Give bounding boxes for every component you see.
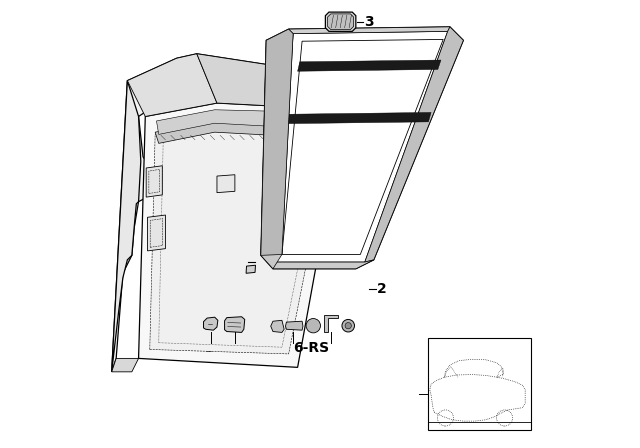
Polygon shape (285, 321, 303, 330)
Polygon shape (225, 317, 244, 332)
Circle shape (345, 323, 351, 329)
Polygon shape (365, 27, 463, 262)
Polygon shape (261, 29, 293, 255)
Polygon shape (273, 260, 374, 269)
Polygon shape (298, 60, 441, 71)
Polygon shape (287, 112, 431, 124)
Circle shape (306, 319, 321, 333)
Polygon shape (148, 215, 165, 251)
Polygon shape (261, 27, 463, 269)
Polygon shape (150, 121, 333, 354)
Polygon shape (197, 54, 347, 110)
Text: 6-RS: 6-RS (293, 340, 329, 355)
Text: 00CC7381: 00CC7381 (454, 418, 505, 428)
Bar (428, 338, 531, 430)
Text: 2: 2 (378, 282, 387, 296)
Polygon shape (204, 317, 218, 330)
Polygon shape (157, 110, 340, 134)
Polygon shape (112, 81, 141, 372)
Polygon shape (112, 54, 347, 372)
Polygon shape (289, 27, 450, 34)
Polygon shape (325, 12, 356, 31)
Text: 1: 1 (257, 255, 266, 269)
Polygon shape (271, 320, 284, 332)
Polygon shape (275, 31, 448, 262)
Polygon shape (139, 103, 345, 367)
Polygon shape (146, 166, 163, 197)
Polygon shape (217, 175, 235, 193)
Polygon shape (127, 54, 217, 116)
Text: 5: 5 (204, 340, 214, 355)
Polygon shape (328, 14, 353, 30)
Polygon shape (246, 265, 255, 273)
Polygon shape (261, 34, 293, 269)
Polygon shape (112, 358, 139, 372)
Circle shape (342, 319, 355, 332)
Polygon shape (324, 315, 338, 332)
Text: 4: 4 (228, 340, 239, 355)
Text: 3: 3 (364, 14, 374, 29)
Polygon shape (155, 121, 338, 143)
